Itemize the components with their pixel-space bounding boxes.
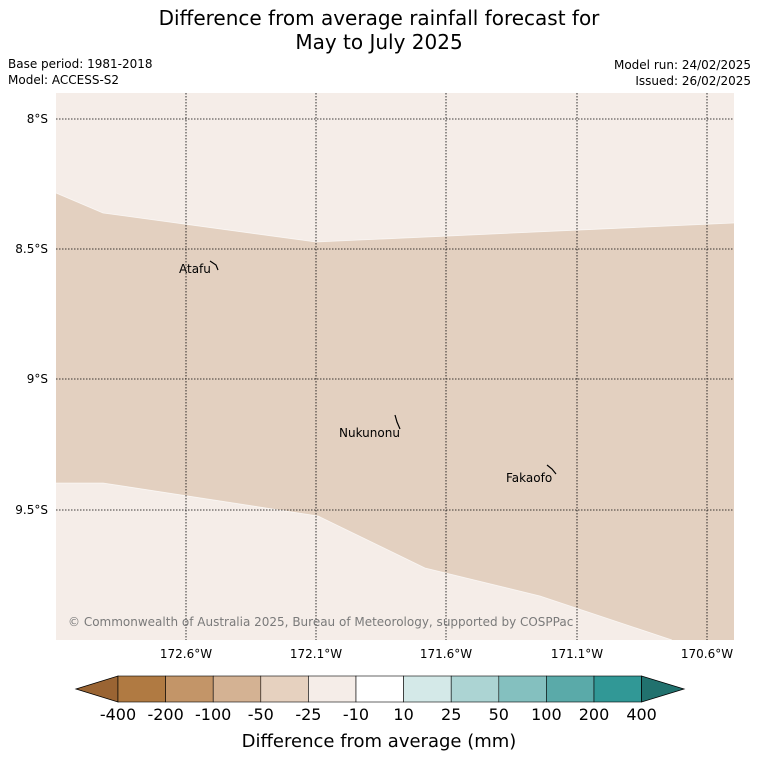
title-line-1: Difference from average rainfall forecas… (158, 6, 600, 30)
lon-label-171-6w: 171.6°W (420, 647, 472, 661)
base-info: Base period: 1981-2018 Model: ACCESS-S2 (8, 56, 153, 88)
lat-label-8s: 8°S (27, 112, 48, 126)
lon-label-172-6w: 172.6°W (160, 647, 212, 661)
colorbar-tick-label: -50 (248, 705, 274, 724)
place-label-nukunonu: Nukunonu (339, 426, 400, 440)
atafu-coastline (209, 260, 219, 271)
colorbar-segment (165, 675, 214, 703)
colorbar-tick-label: 200 (579, 705, 610, 724)
lat-label-9-5s: 9.5°S (15, 503, 48, 517)
colorbar-segment (546, 675, 595, 703)
run-info: Model run: 24/02/2025 Issued: 26/02/2025 (614, 57, 751, 89)
gridlines (56, 93, 734, 640)
colorbar-title: Difference from average (mm) (242, 731, 517, 752)
colorbar-tick-label: 50 (489, 705, 509, 724)
place-label-fakaofo: Fakaofo (506, 471, 552, 485)
colorbar-tick-label: 25 (441, 705, 461, 724)
base-period-text: Base period: 1981-2018 (8, 57, 153, 71)
region-boundary-upper (55, 192, 735, 243)
colorbar-segment (212, 675, 262, 703)
colorbar-tick-label: 400 (626, 705, 657, 724)
latitude-labels: 8°S 8.5°S 9°S 9.5°S (15, 112, 48, 517)
colorbar (74, 675, 686, 703)
lon-label-171-1w: 171.1°W (551, 647, 603, 661)
model-text: Model: ACCESS-S2 (8, 73, 120, 87)
issued-text: Issued: 26/02/2025 (635, 74, 751, 88)
colorbar-segment (450, 675, 500, 703)
map-title: Difference from average rainfall forecas… (0, 6, 758, 54)
colorbar-tick-label: -100 (195, 705, 231, 724)
colorbar-segment (355, 675, 404, 703)
colorbar-tick-label: -25 (295, 705, 321, 724)
colorbar-extend-right (641, 675, 686, 703)
colorbar-segment (403, 675, 452, 703)
colorbar-tick-label: -400 (100, 705, 136, 724)
colorbar-tick-label: -10 (343, 705, 369, 724)
nukunonu-coastline (394, 414, 401, 430)
map-panel (55, 93, 735, 641)
lat-label-9s: 9°S (27, 372, 48, 386)
colorbar-labels: -400 -200 -100 -50 -25 -10 10 25 50 100 200 400 (100, 705, 657, 724)
place-names: Atafu Nukunonu Fakaofo (179, 262, 552, 485)
colorbar-tick-label: -200 (147, 705, 183, 724)
colorbar-extend-left (74, 675, 119, 703)
atolls (209, 260, 557, 475)
title-line-2: May to July 2025 (295, 30, 463, 54)
colorbar-tick-label: 10 (393, 705, 413, 724)
fakaofo-coastline (546, 464, 557, 475)
colorbar-segment (593, 675, 642, 703)
model-run-text: Model run: 24/02/2025 (613, 58, 751, 72)
colorbar-segment (498, 675, 547, 703)
lon-label-170-6w: 170.6°W (681, 647, 733, 661)
colorbar-segment (260, 675, 309, 703)
colorbar-tick-label: 100 (531, 705, 562, 724)
colorbar-segment (117, 675, 166, 703)
lat-label-8-5s: 8.5°S (15, 242, 48, 256)
lon-label-172-1w: 172.1°W (290, 647, 342, 661)
region-boundary-lower (56, 482, 673, 641)
longitude-labels: 172.6°W 172.1°W 171.6°W 171.1°W 170.6°W (160, 647, 733, 661)
colorbar-segment (308, 675, 357, 703)
place-label-atafu: Atafu (179, 262, 211, 276)
copyright-notice: © Commonwealth of Australia 2025, Bureau… (68, 615, 573, 629)
